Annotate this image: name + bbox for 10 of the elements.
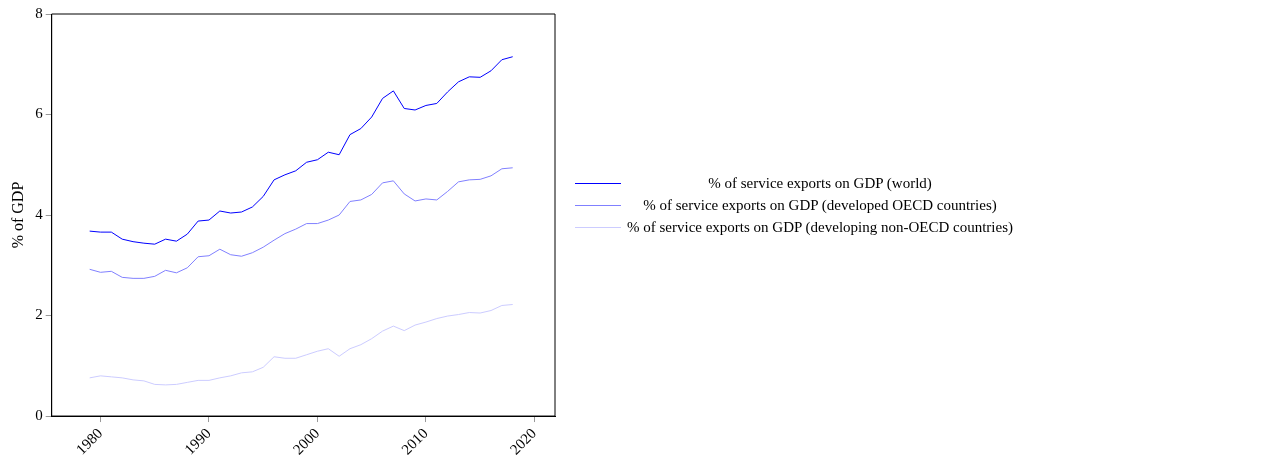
y-axis-title: % of GDP — [8, 181, 26, 249]
legend-label: % of service exports on GDP (developed OECD countries) — [642, 196, 998, 214]
y-tick-label: 6 — [35, 105, 44, 122]
text: % of service exports on GDP (world) — [707, 174, 933, 192]
legend-label: % of service exports on GDP (developing non-OECD countries) — [627, 218, 1014, 236]
x-tick-label: 1980 — [72, 425, 106, 458]
y-tick-label: 8 — [35, 4, 43, 21]
y-tick-label: 2 — [35, 306, 43, 323]
y-tick-label: 4 — [35, 205, 44, 222]
y-tick-label: 0 — [35, 407, 43, 423]
